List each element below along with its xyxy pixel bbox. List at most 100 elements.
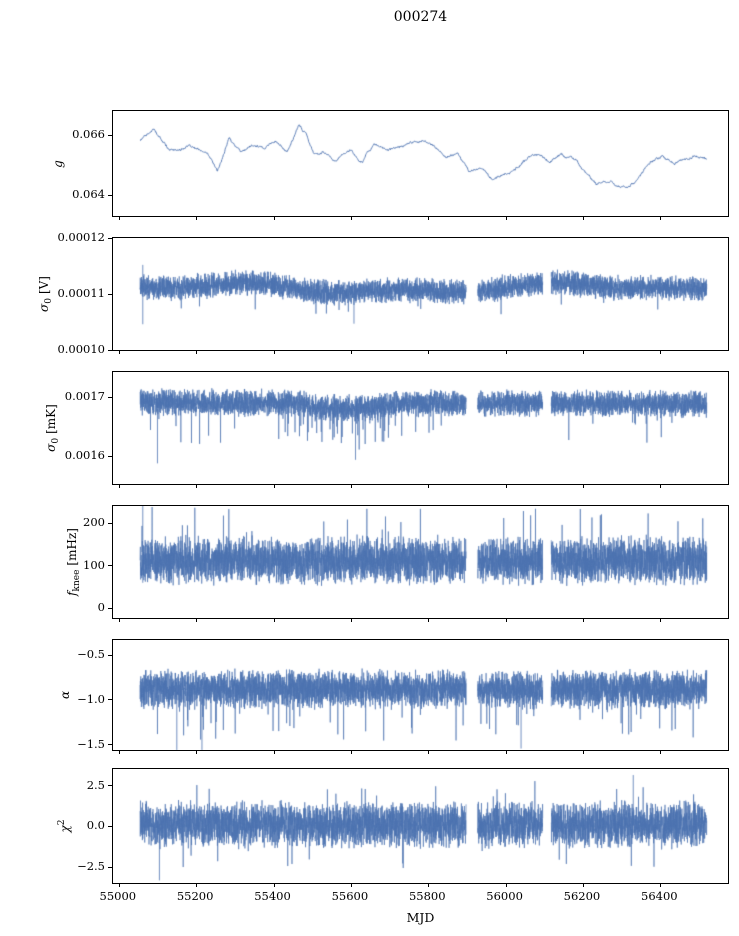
y-tick xyxy=(108,455,112,457)
plot-canvas-alpha xyxy=(113,640,728,750)
y-axis-label-sigma0-mk: σ0[mK] xyxy=(43,404,61,452)
y-tick-label: 0.064 xyxy=(72,187,105,201)
x-tick-label: 56400 xyxy=(641,889,678,903)
x-tick xyxy=(350,750,352,754)
y-axis-symbol: g xyxy=(50,159,65,168)
y-tick xyxy=(108,785,112,787)
subplot-alpha: α −1.5 −1.0 −0.5 xyxy=(58,639,729,754)
x-tick xyxy=(118,883,120,887)
x-tick xyxy=(118,216,120,220)
x-tick xyxy=(273,618,275,622)
y-tick-label: 0.00012 xyxy=(57,230,105,244)
x-tick xyxy=(582,484,584,488)
x-tick xyxy=(428,484,430,488)
y-tick xyxy=(108,699,112,701)
x-tick xyxy=(118,618,120,622)
y-tick xyxy=(108,522,112,524)
x-tick xyxy=(273,750,275,754)
x-tick xyxy=(273,216,275,220)
x-tick xyxy=(118,750,120,754)
x-tick xyxy=(428,750,430,754)
y-tick xyxy=(108,293,112,295)
y-axis-symbol: f xyxy=(64,591,79,596)
x-tick xyxy=(582,750,584,754)
y-tick xyxy=(108,866,112,868)
y-tick-label: 0.00011 xyxy=(57,286,105,300)
x-tick xyxy=(505,618,507,622)
x-tick xyxy=(660,618,662,622)
x-tick xyxy=(428,350,430,354)
y-tick xyxy=(108,607,112,609)
y-axis-subscript: 0 xyxy=(51,437,62,444)
y-tick-label: 0.0016 xyxy=(64,448,105,463)
plot-canvas-chi2 xyxy=(113,769,728,883)
x-tick xyxy=(196,883,198,887)
y-tick xyxy=(108,134,112,136)
subplot-chi2: χ2 −2.5 0.0 2.5 xyxy=(57,768,729,887)
y-tick xyxy=(108,349,112,351)
y-tick xyxy=(108,237,112,239)
plot-canvas-gain xyxy=(113,111,728,216)
x-tick xyxy=(350,216,352,220)
x-tick xyxy=(196,216,198,220)
x-tick xyxy=(350,883,352,887)
x-tick xyxy=(428,883,430,887)
x-tick xyxy=(505,750,507,754)
y-tick xyxy=(108,565,112,567)
y-tick xyxy=(108,194,112,196)
x-tick xyxy=(660,484,662,488)
y-tick-label: 0.0 xyxy=(86,818,105,833)
x-tick xyxy=(582,618,584,622)
y-axis-subscript: knee xyxy=(71,569,82,592)
x-tick xyxy=(118,484,120,488)
plot-canvas-fknee xyxy=(113,506,728,618)
x-tick xyxy=(196,484,198,488)
x-tick xyxy=(118,350,120,354)
x-tick xyxy=(350,618,352,622)
y-tick-label: −1.0 xyxy=(77,691,105,706)
x-tick xyxy=(196,618,198,622)
y-tick xyxy=(108,396,112,398)
x-tick-label: 56200 xyxy=(563,889,601,903)
x-tick xyxy=(273,350,275,354)
x-tick-label: 55000 xyxy=(99,889,137,903)
x-tick xyxy=(660,750,662,754)
x-tick xyxy=(505,216,507,220)
x-axis-label: MJD xyxy=(406,910,435,925)
x-tick xyxy=(428,216,430,220)
y-tick-label: 0 xyxy=(97,600,105,615)
x-tick xyxy=(582,216,584,220)
x-tick xyxy=(428,618,430,622)
y-tick-label: −1.5 xyxy=(77,736,105,751)
y-axis-unit: [mK] xyxy=(44,404,59,434)
y-tick-label: 2.5 xyxy=(86,777,105,792)
x-tick-label: 55600 xyxy=(331,889,369,903)
y-tick-label: −2.5 xyxy=(77,859,105,874)
y-axis-label-gain: g xyxy=(50,160,68,168)
x-tick xyxy=(505,484,507,488)
y-axis-symbol: σ xyxy=(37,303,52,312)
subplot-sigma0-mk: σ0[mK] 0.0016 0.0017 xyxy=(44,371,729,488)
x-tick-label: 55200 xyxy=(176,889,214,903)
y-tick xyxy=(108,654,112,656)
x-tick xyxy=(350,484,352,488)
y-tick-label: 0.066 xyxy=(72,127,105,141)
subplot-gain: g 0.064 0.066 xyxy=(51,110,729,220)
y-tick xyxy=(108,744,112,746)
x-tick xyxy=(582,350,584,354)
y-tick-label: −0.5 xyxy=(77,647,105,662)
x-tick xyxy=(660,883,662,887)
x-tick-label: 55800 xyxy=(408,889,446,903)
x-tick xyxy=(196,350,198,354)
plot-canvas-sigma0-mk xyxy=(113,372,728,484)
y-tick-label: 100 xyxy=(83,557,105,572)
subplot-fknee: fknee[mHz] 0 100 200 xyxy=(64,505,729,622)
x-tick xyxy=(273,484,275,488)
x-tick-label: 56000 xyxy=(486,889,523,903)
subplot-sigma0-volts: σ0[V] 0.00010 0.00011 0.00012 xyxy=(37,230,729,356)
y-tick-label: 200 xyxy=(83,515,105,530)
x-tick xyxy=(660,216,662,220)
figure-title: 000274 xyxy=(393,9,448,25)
x-tick-label: 55400 xyxy=(254,889,291,903)
